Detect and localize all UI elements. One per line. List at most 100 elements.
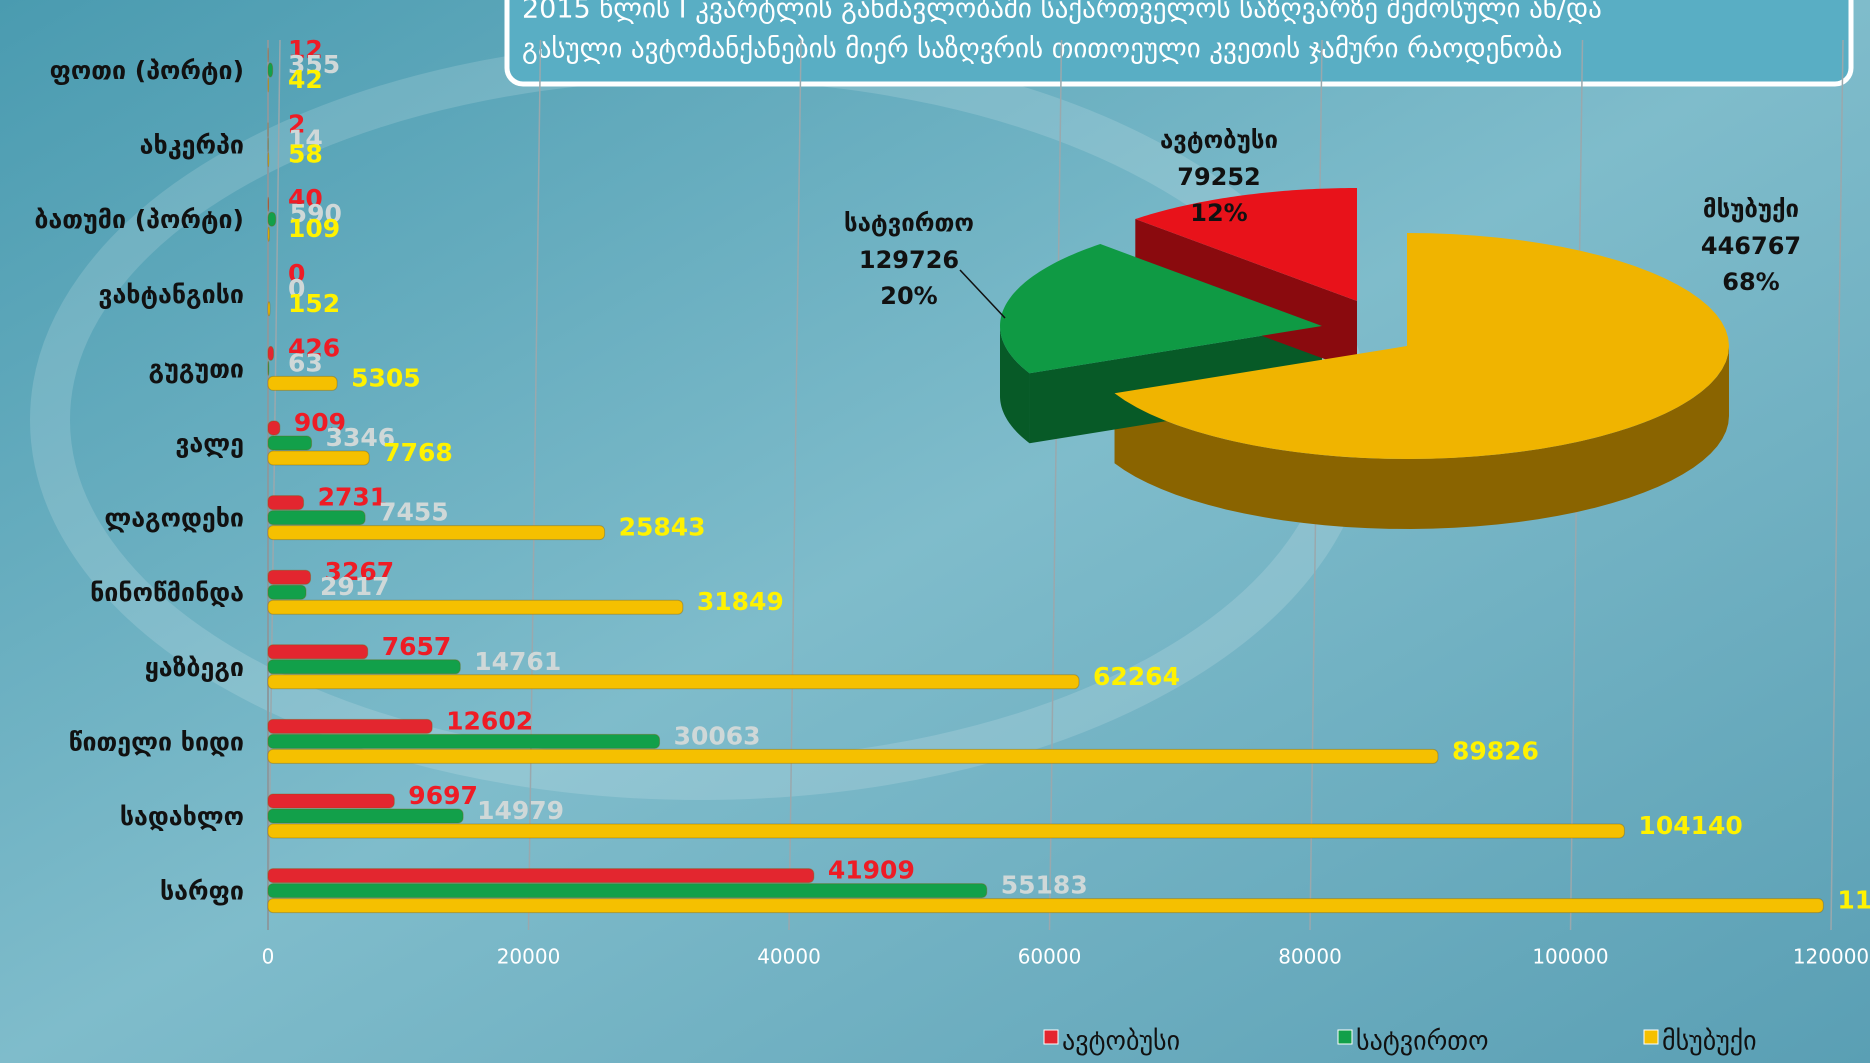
bar [267, 62, 274, 78]
bar [267, 375, 338, 391]
bar [267, 435, 313, 451]
grid-line [527, 39, 542, 931]
x-tick-label: 0 [262, 945, 275, 969]
bar [267, 152, 270, 168]
data-label: 14979 [477, 796, 564, 825]
title-line: გასული ავტომანქანების მიერ საზღვრის თითო… [522, 34, 1562, 65]
leader-line [959, 269, 1006, 319]
data-label: 14 [288, 125, 323, 154]
data-label: 7768 [383, 438, 453, 467]
bar [267, 345, 275, 361]
pie-slice [1000, 244, 1322, 374]
bar [267, 718, 433, 734]
data-label: 2917 [320, 572, 390, 601]
pie-side [1114, 346, 1729, 529]
pie-label: ავტობუსი [1160, 126, 1278, 154]
grid-line [788, 39, 802, 931]
data-label: 7455 [379, 498, 449, 527]
bar [267, 510, 366, 526]
y-tick-label: ვალე [175, 429, 244, 458]
bar [267, 808, 464, 824]
data-label: 42 [288, 65, 323, 94]
data-label: 2731 [318, 483, 388, 512]
data-label: 41909 [828, 856, 915, 885]
x-tick-label: 100000 [1532, 945, 1608, 969]
legend-swatch [1043, 1029, 1059, 1045]
data-label: 89826 [1452, 736, 1539, 765]
data-label: 3267 [325, 557, 395, 586]
legend-swatch [1643, 1029, 1659, 1045]
data-label: 7657 [382, 632, 452, 661]
data-label: 909 [294, 408, 346, 437]
data-label: 426 [288, 333, 340, 362]
bar [267, 674, 1080, 690]
bar [267, 733, 661, 749]
data-label: 12 [288, 35, 323, 64]
bar [267, 301, 271, 317]
pie-value: 446767 [1701, 232, 1801, 260]
bar [267, 644, 369, 660]
data-label: 3346 [326, 423, 396, 452]
data-label: 14761 [474, 647, 561, 676]
data-label: 9697 [408, 781, 478, 810]
pie-side [1135, 219, 1357, 371]
data-label: 63 [288, 348, 323, 377]
y-tick-label: ვახტანგისი [98, 280, 244, 309]
x-tick-label: 80000 [1278, 945, 1342, 969]
x-tick-label: 40000 [757, 945, 821, 969]
data-label: 590 [290, 199, 342, 228]
pie-percent: 20% [880, 282, 937, 310]
bar [267, 898, 1824, 914]
bar [267, 450, 370, 466]
title-line: 2015 წლის I კვარტლის განმავლობაში საქართ… [522, 0, 1602, 25]
title-box [504, 0, 1854, 87]
y-tick-label: ლაგოდეხი [104, 504, 244, 533]
bar [267, 495, 305, 511]
x-tick-label: 60000 [1018, 945, 1082, 969]
data-label: 355 [288, 50, 340, 79]
bar [267, 420, 281, 436]
bar [267, 883, 988, 899]
data-label: 5305 [351, 363, 421, 392]
grid-line [1048, 39, 1063, 931]
data-label: 0 [288, 274, 305, 303]
data-label: 62264 [1093, 662, 1180, 691]
y-tick-label: ნინოწმინდა [90, 578, 244, 607]
bar [267, 599, 684, 615]
data-label: 104140 [1638, 811, 1742, 840]
bar [267, 196, 270, 212]
legend-label: სატვირთო [1356, 1027, 1489, 1057]
bar [267, 525, 606, 541]
x-tick-label: 120000 [1793, 945, 1869, 969]
bar [267, 77, 270, 93]
data-label: 40 [288, 184, 323, 213]
y-tick-label: ახკერპი [140, 131, 244, 160]
data-label: 119411 [1837, 886, 1870, 915]
bar [267, 211, 277, 227]
x-tick-label: 20000 [497, 945, 561, 969]
y-tick-label: წითელი ხიდი [69, 727, 244, 756]
pie-value: 79252 [1177, 163, 1261, 191]
pie-percent: 68% [1722, 268, 1779, 296]
bar [267, 226, 270, 242]
data-label: 2 [288, 110, 305, 139]
legend-label: მსუბუქი [1662, 1027, 1757, 1057]
y-tick-label: ყაზბეგი [145, 653, 244, 682]
y-tick-label: ფოთი (პორტი) [50, 56, 244, 85]
data-label: 55183 [1001, 871, 1088, 900]
y-tick-label: ბათუმი (პორტი) [34, 205, 244, 234]
data-label: 109 [288, 214, 340, 243]
legend-swatch [1337, 1029, 1353, 1045]
bar [267, 793, 395, 809]
data-label: 58 [288, 140, 323, 169]
bar [267, 584, 307, 600]
data-label: 30063 [674, 721, 761, 750]
pie-side [1000, 326, 1030, 444]
data-label: 25843 [619, 513, 706, 542]
bar [267, 659, 461, 675]
pie-percent: 12% [1190, 199, 1247, 227]
data-label: 12602 [446, 706, 533, 735]
bar [267, 569, 312, 585]
grid-line [1830, 39, 1844, 931]
y-tick-label: სადახლო [120, 802, 244, 831]
